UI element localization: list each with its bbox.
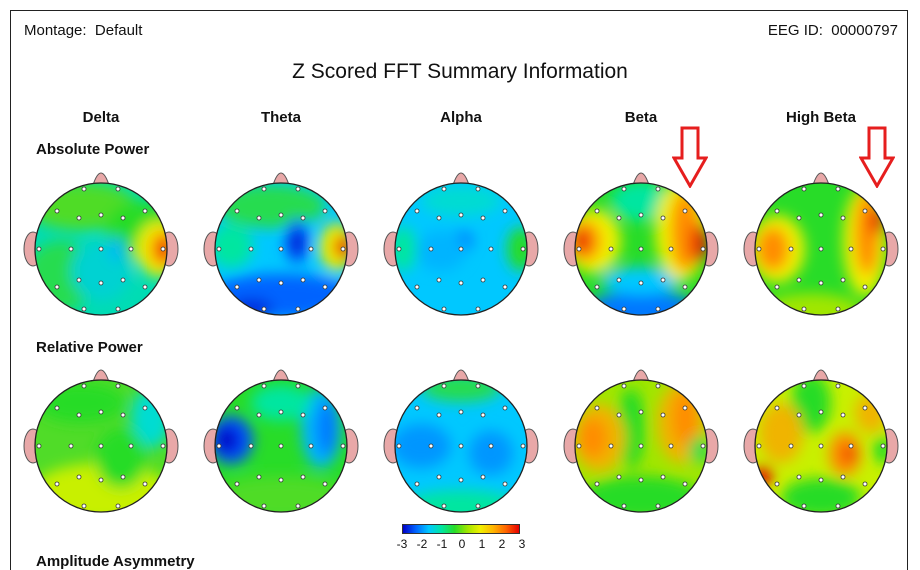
montage-label: Montage: [24, 22, 87, 39]
topomap-relative-beta [561, 358, 721, 524]
section-label-amplitude-asymmetry: Amplitude Asymmetry [36, 553, 195, 570]
report-frame [10, 10, 908, 570]
down-arrow-icon [859, 126, 895, 188]
montage-value: Default [94, 22, 143, 39]
scale-tick: -2 [416, 537, 428, 551]
band-label-high-beta: High Beta [785, 109, 856, 126]
scale-tick: 3 [518, 537, 526, 551]
scale-tick: 1 [478, 537, 486, 551]
montage-info: Montage: Default [24, 22, 142, 39]
eeg-id-info: EEG ID: 00000797 [768, 22, 898, 39]
band-label-delta: Delta [82, 109, 120, 126]
band-label-alpha: Alpha [440, 109, 482, 126]
eeg-id-label: EEG ID: [767, 22, 823, 39]
topomap-relative-alpha [381, 358, 541, 524]
topomap-relative-theta [201, 358, 361, 524]
topomap-relative-high-beta [741, 358, 901, 524]
band-label-beta: Beta [624, 109, 658, 126]
down-arrow-icon [672, 126, 708, 188]
topomap-absolute-delta [21, 161, 181, 327]
row-label-relative-power: Relative Power [36, 339, 143, 356]
topomap-absolute-high-beta [741, 161, 901, 327]
color-scale-bar [402, 524, 520, 534]
eeg-id-value: 00000797 [831, 22, 898, 39]
page-title: Z Scored FFT Summary Information [292, 60, 628, 83]
band-label-theta: Theta [260, 109, 301, 126]
topomap-absolute-alpha [381, 161, 541, 327]
scale-tick: -3 [396, 537, 408, 551]
scale-tick: 2 [498, 537, 506, 551]
color-scale-ticks: -3 -2 -1 0 1 2 3 [392, 537, 532, 553]
topomap-absolute-beta [561, 161, 721, 327]
topomap-relative-delta [21, 358, 181, 524]
scale-tick: -1 [436, 537, 448, 551]
scale-tick: 0 [458, 537, 466, 551]
topomap-absolute-theta [201, 161, 361, 327]
row-label-absolute-power: Absolute Power [36, 141, 150, 158]
